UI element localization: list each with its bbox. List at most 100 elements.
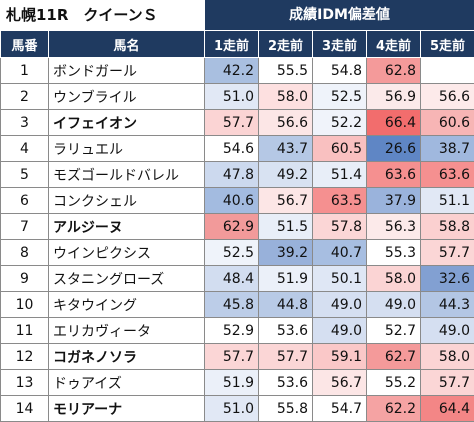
horse-number-cell: 4 [0,135,49,162]
idm-table: 馬番 馬名 1走前 2走前 3走前 4走前 5走前 1 ボンドガール 42.2 55.… [0,30,474,422]
idm-value-cell-race-2: 53.6 [258,369,313,396]
idm-value-cell-race-4: 55.2 [366,369,421,396]
horse-name-cell: キタウイング [48,291,205,318]
idm-group-header: 成績IDM偏差値 [204,0,474,30]
table-row: 9 スタニングローズ 48.4 51.9 50.1 58.0 32.6 [0,265,474,292]
horse-number-cell: 7 [0,213,49,240]
table-row: 3 イフェイオン 57.7 56.6 52.2 66.4 60.6 [0,109,474,136]
idm-value-cell-race-1: 40.6 [204,187,259,214]
idm-value-cell-race-3: 60.5 [312,135,367,162]
idm-value-cell-race-5: 51.1 [420,187,474,214]
table-row: 6 コンクシェル 40.6 56.7 63.5 37.9 51.1 [0,187,474,214]
idm-value-cell-race-2: 55.8 [258,395,313,422]
idm-value-cell-race-4: 37.9 [366,187,421,214]
idm-value-cell-race-1: 52.5 [204,239,259,266]
idm-value-cell-race-1: 57.7 [204,343,259,370]
column-header-row: 馬番 馬名 1走前 2走前 3走前 4走前 5走前 [0,30,474,58]
idm-value-cell-race-1: 42.2 [204,57,259,84]
idm-value-cell-race-3: 54.7 [312,395,367,422]
idm-value-cell-race-5: 60.6 [420,109,474,136]
horse-number-cell: 8 [0,239,49,266]
idm-value-cell-race-5 [420,57,474,84]
idm-value-cell-race-5: 58.0 [420,343,474,370]
horse-number-cell: 6 [0,187,49,214]
idm-value-cell-race-5: 64.4 [420,395,474,422]
table-row: 10 キタウイング 45.8 44.8 49.0 49.0 44.3 [0,291,474,318]
horse-number-cell: 2 [0,83,49,110]
horse-name-cell: ウインピクシス [48,239,205,266]
idm-value-cell-race-3: 52.5 [312,83,367,110]
horse-name-cell: モズゴールドバレル [48,161,205,188]
table-row: 11 エリカヴィータ 52.9 53.6 49.0 52.7 49.0 [0,317,474,344]
idm-value-cell-race-3: 50.1 [312,265,367,292]
idm-value-cell-race-2: 44.8 [258,291,313,318]
idm-value-cell-race-1: 62.9 [204,213,259,240]
horse-name-cell: ドゥアイズ [48,369,205,396]
idm-value-cell-race-1: 48.4 [204,265,259,292]
idm-value-cell-race-1: 51.0 [204,395,259,422]
horse-name-cell: ラリュエル [48,135,205,162]
idm-value-cell-race-3: 59.1 [312,343,367,370]
horse-number-cell: 10 [0,291,49,318]
horse-name-cell: ボンドガール [48,57,205,84]
table-row: 1 ボンドガール 42.2 55.5 54.8 62.8 [0,57,474,84]
idm-value-cell-race-3: 49.0 [312,317,367,344]
idm-value-cell-race-4: 66.4 [366,109,421,136]
idm-value-cell-race-4: 62.8 [366,57,421,84]
horse-name-cell: コガネノソラ [48,343,205,370]
horse-name-cell: スタニングローズ [48,265,205,292]
horse-number-cell: 11 [0,317,49,344]
column-header-race-1: 1走前 [204,30,259,58]
horse-name-cell: ウンブライル [48,83,205,110]
idm-value-cell-race-3: 54.8 [312,57,367,84]
idm-value-cell-race-5: 44.3 [420,291,474,318]
idm-value-cell-race-3: 52.2 [312,109,367,136]
horse-number-cell: 5 [0,161,49,188]
idm-value-cell-race-2: 43.7 [258,135,313,162]
idm-value-cell-race-4: 52.7 [366,317,421,344]
table-row: 8 ウインピクシス 52.5 39.2 40.7 55.3 57.7 [0,239,474,266]
idm-value-cell-race-5: 63.6 [420,161,474,188]
idm-value-cell-race-4: 58.0 [366,265,421,292]
idm-value-cell-race-1: 52.9 [204,317,259,344]
idm-value-cell-race-2: 58.0 [258,83,313,110]
idm-value-cell-race-2: 51.5 [258,213,313,240]
horse-number-cell: 1 [0,57,49,84]
horse-name-cell: イフェイオン [48,109,205,136]
idm-value-cell-race-2: 51.9 [258,265,313,292]
idm-value-cell-race-4: 62.7 [366,343,421,370]
idm-value-cell-race-4: 63.6 [366,161,421,188]
idm-value-cell-race-2: 55.5 [258,57,313,84]
idm-value-cell-race-3: 56.7 [312,369,367,396]
horse-name-cell: アルジーヌ [48,213,205,240]
idm-value-cell-race-3: 51.4 [312,161,367,188]
idm-value-cell-race-5: 32.6 [420,265,474,292]
idm-value-cell-race-5: 58.8 [420,213,474,240]
idm-value-cell-race-5: 57.7 [420,369,474,396]
table-row: 12 コガネノソラ 57.7 57.7 59.1 62.7 58.0 [0,343,474,370]
idm-value-cell-race-3: 40.7 [312,239,367,266]
column-header-name: 馬名 [48,30,205,58]
idm-value-cell-race-3: 63.5 [312,187,367,214]
idm-value-cell-race-4: 62.2 [366,395,421,422]
horse-number-cell: 14 [0,395,49,422]
idm-value-cell-race-3: 57.8 [312,213,367,240]
horse-number-cell: 12 [0,343,49,370]
idm-value-cell-race-4: 26.6 [366,135,421,162]
idm-value-cell-race-4: 49.0 [366,291,421,318]
idm-value-cell-race-2: 56.6 [258,109,313,136]
idm-value-cell-race-1: 57.7 [204,109,259,136]
idm-value-cell-race-1: 51.9 [204,369,259,396]
race-title: 札幌11R クイーンＳ [0,0,204,30]
idm-value-cell-race-4: 56.9 [366,83,421,110]
table-row: 2 ウンブライル 51.0 58.0 52.5 56.9 56.6 [0,83,474,110]
table-row: 5 モズゴールドバレル 47.8 49.2 51.4 63.6 63.6 [0,161,474,188]
idm-value-cell-race-5: 38.7 [420,135,474,162]
idm-value-cell-race-5: 56.6 [420,83,474,110]
idm-value-cell-race-2: 53.6 [258,317,313,344]
idm-value-cell-race-1: 45.8 [204,291,259,318]
idm-value-cell-race-1: 47.8 [204,161,259,188]
horse-number-cell: 9 [0,265,49,292]
idm-value-cell-race-4: 55.3 [366,239,421,266]
